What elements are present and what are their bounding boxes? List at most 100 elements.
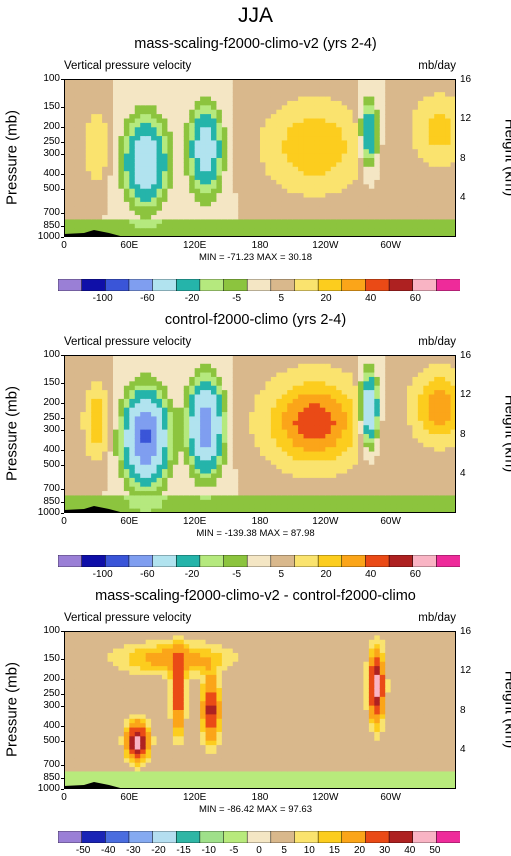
heatmap-cell — [396, 132, 402, 137]
heatmap-cell — [314, 482, 320, 487]
heatmap-cell — [195, 154, 201, 159]
heatmap-cell — [380, 127, 386, 132]
heatmap-cell — [233, 491, 239, 496]
heatmap-cell — [97, 211, 103, 216]
heatmap-cell — [140, 206, 146, 211]
heatmap-cell — [102, 193, 108, 198]
heatmap-cell — [380, 119, 386, 124]
heatmap-cell — [238, 469, 244, 474]
heatmap-cell — [244, 373, 250, 378]
heatmap-cell — [151, 198, 157, 203]
heatmap-cell — [129, 211, 135, 216]
heatmap-cell — [200, 460, 206, 465]
heatmap-cell — [282, 386, 288, 391]
heatmap-cell — [97, 478, 103, 483]
heatmap-cell — [265, 408, 271, 413]
heatmap-cell — [369, 97, 375, 102]
heatmap-cell — [162, 154, 168, 159]
heatmap-cell — [331, 434, 337, 439]
heatmap-cell — [336, 97, 342, 102]
heatmap-cell — [380, 377, 386, 382]
heatmap-cell — [309, 430, 315, 435]
heatmap-cell — [265, 97, 271, 102]
heatmap-cell — [429, 119, 435, 124]
heatmap-cell — [276, 110, 282, 115]
heatmap-cell — [304, 145, 310, 150]
heatmap-cell — [233, 140, 239, 145]
heatmap-cell — [271, 495, 277, 500]
heatmap-cell — [222, 403, 228, 408]
heatmap-cell — [282, 443, 288, 448]
heatmap-cell — [342, 171, 348, 176]
heatmap-cell — [69, 500, 75, 505]
heatmap-cell — [298, 364, 304, 369]
heatmap-cell — [260, 482, 266, 487]
heatmap-cell — [118, 373, 124, 378]
heatmap-cell — [385, 158, 391, 163]
colorbar-swatch — [176, 279, 200, 291]
y-tick-mark — [61, 174, 64, 175]
heatmap-cell — [353, 224, 359, 229]
heatmap-cell — [396, 101, 402, 106]
heatmap-cell — [86, 127, 92, 132]
heatmap-cell — [369, 92, 375, 97]
heatmap-cell — [173, 215, 179, 220]
heatmap-cell — [233, 162, 239, 167]
heatmap-cell — [440, 171, 446, 176]
heatmap-cell — [211, 110, 217, 115]
heatmap-cell — [287, 119, 293, 124]
heatmap-cell — [227, 434, 233, 439]
heatmap-cell — [320, 198, 326, 203]
heatmap-cell — [146, 456, 152, 461]
heatmap-cell — [358, 228, 364, 233]
heatmap-cell — [189, 158, 195, 163]
heatmap-cell — [255, 373, 261, 378]
heatmap-cell — [407, 189, 413, 194]
heatmap-cell — [102, 500, 108, 505]
heatmap-cell — [178, 167, 184, 172]
heatmap-cell — [369, 132, 375, 137]
heatmap-cell — [118, 386, 124, 391]
heatmap-cell — [353, 478, 359, 483]
heatmap-cell — [418, 145, 424, 150]
heatmap-cell — [195, 176, 201, 181]
heatmap-cell — [423, 154, 429, 159]
heatmap-cell — [195, 127, 201, 132]
heatmap-cell — [189, 114, 195, 119]
heatmap-cell — [211, 478, 217, 483]
heatmap-cell — [69, 452, 75, 457]
heatmap-cell — [342, 132, 348, 137]
heatmap-cell — [86, 386, 92, 391]
heatmap-cell — [157, 474, 163, 479]
heatmap-cell — [222, 145, 228, 150]
heatmap-cell — [238, 158, 244, 163]
heatmap-cell — [211, 176, 217, 181]
heatmap-cell — [189, 198, 195, 203]
heatmap-cell — [189, 399, 195, 404]
heatmap-cell — [325, 364, 331, 369]
heatmap-cell — [309, 198, 315, 203]
heatmap-cell — [304, 119, 310, 124]
heatmap-cell — [347, 158, 353, 163]
heatmap-cell — [206, 412, 212, 417]
heatmap-cell — [331, 443, 337, 448]
heatmap-cell — [75, 123, 81, 128]
heatmap-cell — [244, 368, 250, 373]
heatmap-cell — [108, 381, 114, 386]
heatmap-cell — [216, 465, 222, 470]
heatmap-cell — [178, 184, 184, 189]
heatmap-cell — [347, 215, 353, 220]
heatmap-cell — [385, 176, 391, 181]
heatmap-cell — [407, 368, 413, 373]
heatmap-cell — [91, 443, 97, 448]
heatmap-cell — [91, 500, 97, 505]
heatmap-cell — [162, 110, 168, 115]
heatmap-cell — [440, 136, 446, 141]
heatmap-cell — [391, 162, 397, 167]
heatmap-cell — [178, 408, 184, 413]
heatmap-cell — [244, 500, 250, 505]
heatmap-cell — [363, 219, 369, 224]
heatmap-cell — [162, 491, 168, 496]
heatmap-cell — [325, 162, 331, 167]
heatmap-cell — [385, 395, 391, 400]
